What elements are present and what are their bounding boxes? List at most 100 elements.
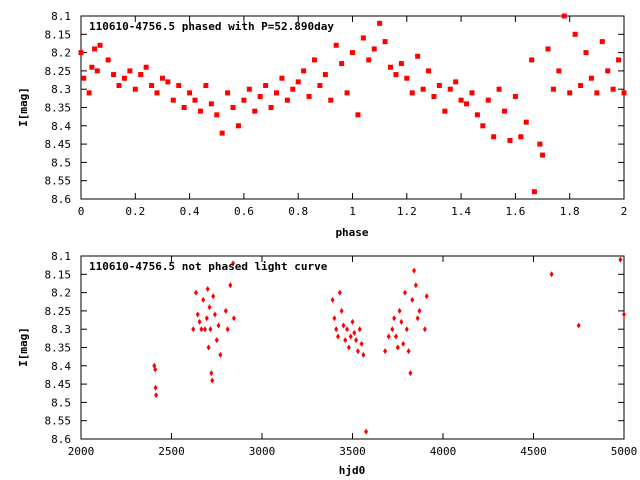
x-tick-label: 2500 bbox=[158, 445, 185, 458]
data-point bbox=[402, 289, 407, 296]
data-point bbox=[408, 370, 413, 377]
data-point bbox=[537, 141, 543, 147]
data-point bbox=[550, 86, 556, 92]
data-point bbox=[86, 90, 92, 96]
data-point bbox=[176, 83, 182, 89]
data-point bbox=[426, 68, 432, 74]
data-point bbox=[284, 97, 290, 103]
data-point bbox=[610, 86, 616, 92]
data-point bbox=[154, 90, 160, 96]
data-point bbox=[453, 79, 459, 85]
y-tick-label: 8.45 bbox=[45, 138, 72, 151]
data-point bbox=[431, 94, 437, 100]
data-point bbox=[377, 20, 383, 26]
data-point bbox=[545, 46, 551, 52]
unphased-plot-frame bbox=[80, 255, 625, 440]
data-point bbox=[89, 64, 95, 70]
data-point bbox=[371, 46, 377, 52]
data-point bbox=[210, 377, 215, 384]
data-point bbox=[311, 57, 317, 63]
data-point bbox=[621, 90, 627, 96]
x-tick-label: 1.4 bbox=[451, 205, 471, 218]
data-point bbox=[206, 344, 211, 351]
y-tick-label: 8.3 bbox=[51, 83, 71, 96]
y-tick-label: 8.25 bbox=[45, 65, 72, 78]
phased-points bbox=[78, 13, 627, 195]
data-point bbox=[181, 105, 187, 110]
data-point bbox=[442, 108, 448, 114]
data-point bbox=[518, 134, 524, 140]
data-point bbox=[218, 351, 223, 358]
y-tick-label: 8.45 bbox=[45, 378, 72, 391]
y-tick-label: 8.1 bbox=[51, 10, 71, 23]
y-tick-label: 8.4 bbox=[51, 120, 71, 133]
phased-plot-frame bbox=[80, 15, 625, 200]
data-point bbox=[317, 83, 323, 89]
data-point bbox=[235, 123, 241, 129]
data-point bbox=[578, 83, 584, 89]
unphased-points bbox=[152, 256, 626, 435]
data-point bbox=[202, 326, 207, 333]
data-point bbox=[170, 97, 176, 103]
x-tick-label: 1.6 bbox=[505, 205, 525, 218]
data-point bbox=[332, 315, 337, 322]
data-point bbox=[279, 75, 285, 81]
data-point bbox=[94, 68, 100, 74]
data-point bbox=[410, 296, 415, 303]
y-tick-label: 8.4 bbox=[51, 360, 71, 373]
data-point bbox=[393, 72, 399, 78]
data-point bbox=[138, 72, 144, 78]
data-point bbox=[127, 68, 133, 74]
data-point bbox=[399, 318, 404, 325]
data-point bbox=[203, 83, 209, 89]
data-point bbox=[225, 326, 230, 333]
data-point bbox=[464, 101, 470, 107]
data-point bbox=[295, 79, 301, 85]
x-tick-label: 0.8 bbox=[288, 205, 308, 218]
data-point bbox=[383, 348, 388, 355]
data-point bbox=[216, 322, 221, 329]
data-point bbox=[154, 392, 159, 399]
data-point bbox=[556, 68, 562, 74]
data-point bbox=[330, 296, 335, 303]
data-point bbox=[334, 326, 339, 333]
data-point bbox=[417, 307, 422, 314]
y-tick-label: 8.2 bbox=[51, 47, 71, 60]
data-point bbox=[496, 86, 502, 92]
data-point bbox=[225, 90, 231, 96]
data-point bbox=[92, 46, 98, 52]
data-point bbox=[268, 105, 274, 110]
data-point bbox=[415, 53, 421, 59]
y-tick-label: 8.55 bbox=[45, 415, 72, 428]
data-point bbox=[572, 31, 578, 37]
data-point bbox=[301, 68, 307, 74]
data-point bbox=[390, 326, 395, 333]
data-point bbox=[121, 75, 127, 81]
data-point bbox=[355, 348, 360, 355]
data-point bbox=[165, 79, 171, 85]
x-tick-label: 4500 bbox=[520, 445, 547, 458]
data-point bbox=[420, 86, 426, 92]
data-point bbox=[355, 112, 361, 118]
data-point bbox=[241, 97, 247, 103]
x-tick-label: 3000 bbox=[249, 445, 276, 458]
data-point bbox=[599, 39, 605, 45]
data-point bbox=[211, 293, 216, 300]
data-point bbox=[393, 333, 398, 340]
y-tick-label: 8.55 bbox=[45, 175, 72, 188]
data-point bbox=[395, 344, 400, 351]
x-tick-label: 1 bbox=[349, 205, 356, 218]
data-point bbox=[512, 94, 518, 100]
y-tick-label: 8.25 bbox=[45, 305, 72, 318]
data-point bbox=[531, 189, 537, 195]
data-point bbox=[111, 72, 117, 78]
x-tick-label: 1.8 bbox=[560, 205, 580, 218]
data-point bbox=[341, 322, 346, 329]
data-point bbox=[159, 75, 165, 81]
data-point bbox=[322, 72, 328, 78]
data-point bbox=[97, 42, 103, 48]
data-point bbox=[219, 130, 225, 136]
data-point bbox=[567, 90, 573, 96]
data-point bbox=[576, 322, 581, 329]
data-point bbox=[230, 105, 236, 110]
